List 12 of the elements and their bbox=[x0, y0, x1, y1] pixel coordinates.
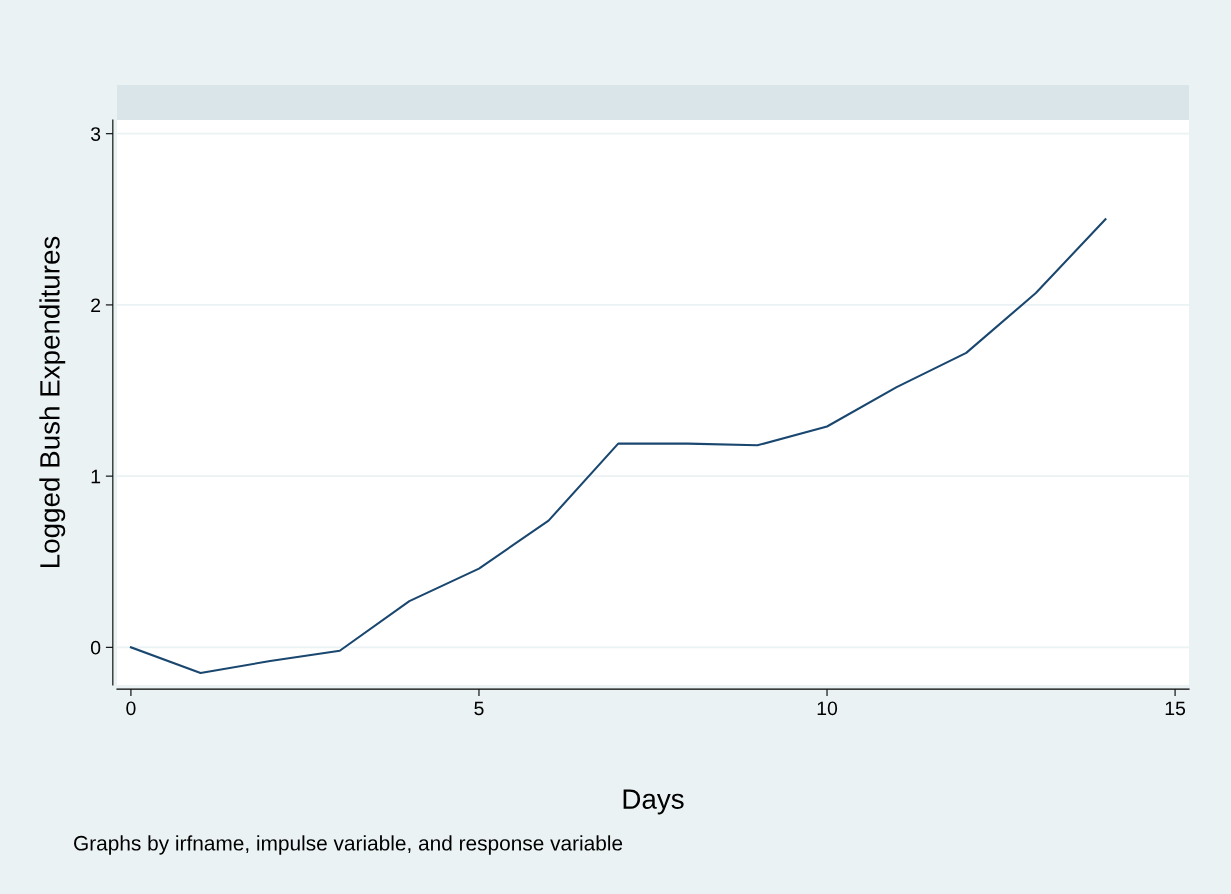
line-series bbox=[129, 218, 1107, 675]
x-tick-label: 15 bbox=[1165, 701, 1186, 716]
x-tick-label: 5 bbox=[474, 701, 484, 716]
y-tick-label: 1 bbox=[91, 469, 101, 484]
y-tick-label: 0 bbox=[90, 640, 101, 655]
y-axis-title: Logged Bush Expenditures bbox=[39, 236, 66, 567]
x-axis-title: Days bbox=[623, 789, 684, 815]
x-tick-label: 10 bbox=[817, 701, 838, 716]
y-tick-label: 3 bbox=[90, 127, 101, 141]
x-tick-label: 0 bbox=[126, 701, 136, 716]
y-tick-label: 2 bbox=[91, 298, 101, 312]
text: Graphs by irfname, impulse variable, and response variable bbox=[74, 835, 623, 855]
